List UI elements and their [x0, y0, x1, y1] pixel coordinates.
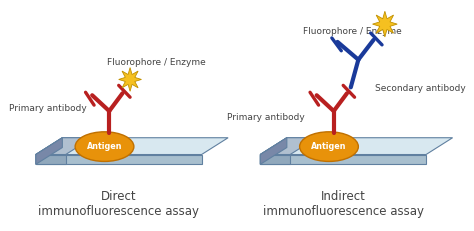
Text: Antigen: Antigen — [87, 142, 122, 151]
Polygon shape — [36, 138, 63, 164]
Text: Primary antibody: Primary antibody — [9, 103, 87, 112]
Text: Secondary antibody: Secondary antibody — [375, 84, 466, 93]
Text: Antigen: Antigen — [311, 142, 347, 151]
Polygon shape — [260, 138, 317, 155]
Polygon shape — [373, 11, 397, 37]
Polygon shape — [36, 138, 63, 164]
Polygon shape — [36, 138, 228, 155]
Polygon shape — [36, 138, 92, 155]
Text: Fluorophore / Enzyme: Fluorophore / Enzyme — [107, 58, 206, 67]
Text: Fluorophore / Enzyme: Fluorophore / Enzyme — [303, 27, 402, 36]
Polygon shape — [260, 138, 287, 164]
Polygon shape — [36, 155, 201, 164]
Ellipse shape — [75, 132, 134, 161]
Ellipse shape — [300, 132, 358, 161]
Polygon shape — [260, 138, 287, 164]
Polygon shape — [260, 155, 426, 164]
Polygon shape — [36, 155, 66, 164]
Polygon shape — [118, 68, 141, 91]
Polygon shape — [260, 155, 290, 164]
Text: Direct
immunofluorescence assay: Direct immunofluorescence assay — [38, 190, 199, 218]
Polygon shape — [260, 138, 453, 155]
Text: Primary antibody: Primary antibody — [227, 113, 304, 122]
Text: Indirect
immunofluorescence assay: Indirect immunofluorescence assay — [263, 190, 424, 218]
